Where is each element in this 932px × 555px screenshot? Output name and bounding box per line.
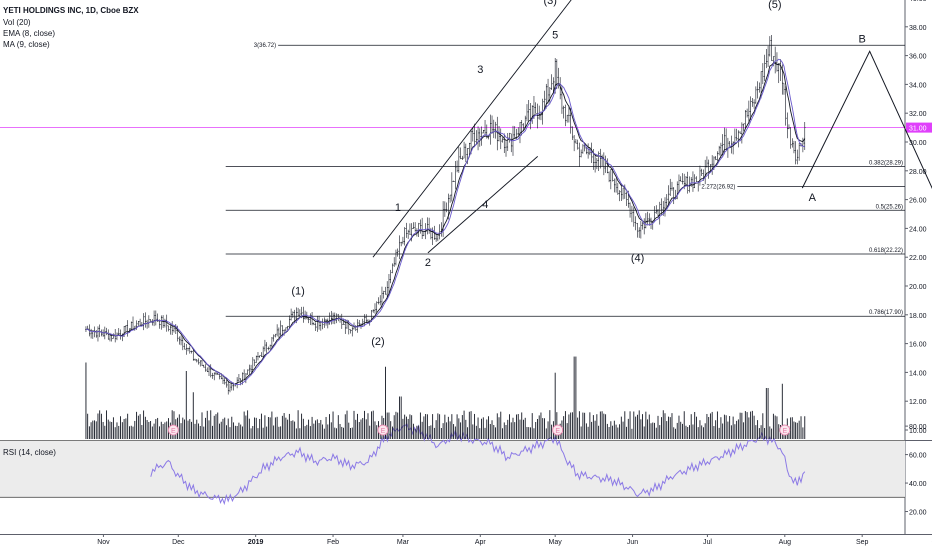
rsi-band [0,440,905,497]
wave-label: (1) [291,286,304,298]
fib-level-label: 2.272(26.92) [701,184,735,190]
date-tick-label: Jul [703,539,712,546]
date-tick-label: Jun [627,539,638,546]
rsi-tick-label: 60.00 [909,453,927,460]
earnings-marker-label: E [381,428,386,435]
last-price-label: 31.00 [909,126,927,133]
price-tick-label: 14.00 [909,370,927,377]
rsi-panel-label[interactable]: RSI (14, close) [3,448,56,458]
wave-label: 5 [552,29,558,41]
price-tick-label: 36.00 [909,54,927,61]
price-tick-label: 16.00 [909,342,927,349]
wave-label: (3) [543,0,556,7]
earnings-marker-label: E [782,428,787,435]
wave-label: (5) [768,0,781,11]
candles-layer [85,35,805,394]
wave-label: 2 [425,257,431,269]
price-tick-label: 38.00 [909,25,927,32]
date-tick-label: May [549,539,563,546]
symbol-title[interactable]: YETI HOLDINGS INC, 1D, Cboe BZX [3,6,139,16]
fib-level-label: 0.382(28.29) [869,161,903,167]
price-tick-label: 24.00 [909,226,927,233]
earnings-marker-label: E [555,428,560,435]
price-tick-label: 22.00 [909,255,927,262]
rsi-tick-label: 40.00 [909,481,927,488]
fib-layer: 3(36.72) 0.382(28.29) 2.272(26.92) 0.5(25.2… [0,43,932,316]
date-tick-label: 2019 [248,539,264,546]
fib-level-label: 0.786(17.90) [869,310,903,316]
price-tick-label: 18.00 [909,313,927,320]
price-tick-label: 34.00 [909,82,927,89]
price-tick-label: 20.00 [909,284,927,291]
wave-label: 3 [477,64,483,76]
wave-label: 1 [395,202,401,214]
wave-label: (2) [371,336,384,348]
legend-volume[interactable]: Vol (20) [3,18,31,28]
wave-label: (4) [631,253,644,265]
legend-ma[interactable]: MA (9, close) [3,40,50,50]
wave-label: 4 [482,199,488,211]
date-tick-label: Mar [397,539,410,546]
rsi-tick-label: 20.00 [909,510,927,517]
wave-label: B [859,34,866,46]
fib-level-label: 0.5(25.26) [876,204,903,210]
price-tick-label: 40.00 [909,0,927,3]
date-tick-label: Dec [172,539,185,546]
fib-level-label: 3(36.72) [254,43,276,49]
ema-line [86,63,805,384]
volume-layer [86,357,805,439]
date-tick-label: Apr [475,539,487,546]
fib-level-label: 0.618(22.22) [869,248,903,254]
legend-ema[interactable]: EMA (8, close) [3,29,55,39]
earnings-marker-label: E [171,428,176,435]
moving-average-layer [86,59,805,384]
rsi-tick-label: 80.00 [909,424,927,431]
price-tick-label: 26.00 [909,198,927,205]
date-tick-label: Nov [97,539,110,546]
date-tick-label: Feb [327,539,339,546]
price-tick-label: 12.00 [909,399,927,406]
date-tick-label: Sep [856,539,869,546]
price-tick-label: 32.00 [909,111,927,118]
wave-label: A [809,192,817,204]
date-tick-label: Aug [779,539,792,546]
